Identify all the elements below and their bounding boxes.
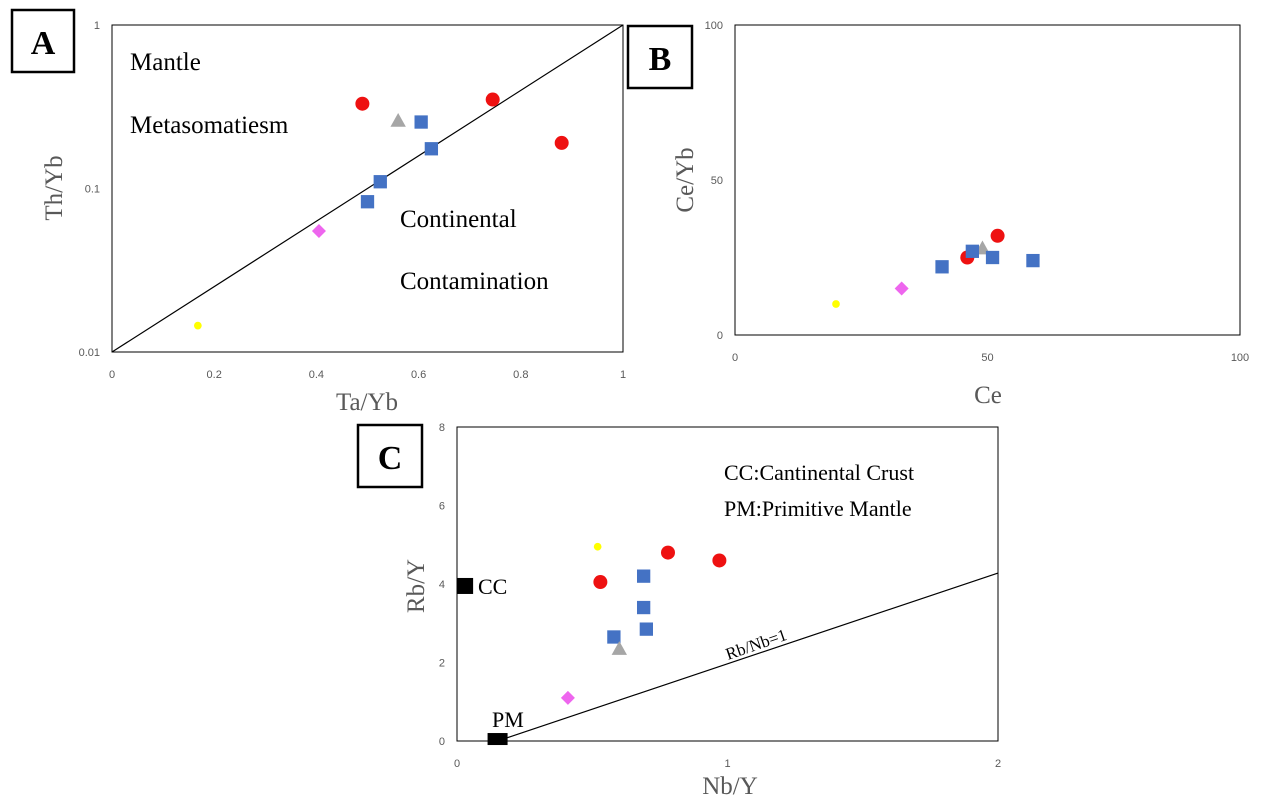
data-point-square-blue: [636, 569, 651, 583]
annotation-continental: Continental: [400, 206, 517, 233]
reference-line: [111, 24, 624, 353]
y-axis-title: Rb/Y: [403, 559, 430, 613]
data-point-circle-red: [712, 553, 727, 568]
y-tick-label: 1: [94, 20, 100, 32]
axis-ticks: 0 0.2 0.4 0.6 0.8 1 0.01 0.1 1: [79, 20, 626, 381]
panel-label: B: [649, 41, 672, 78]
data-point-square-blue: [636, 600, 651, 615]
data-point-circle-red: [554, 135, 569, 150]
x-axis-title: Nb/Y: [702, 773, 758, 796]
data-point-circle-red: [485, 92, 500, 107]
legend-note-pm: PM:Primitive Mantle: [724, 496, 912, 521]
panel-label-box: [626, 24, 694, 90]
data-points: [193, 92, 569, 330]
x-tick-label: 50: [981, 352, 993, 364]
x-tick-label: 2: [995, 758, 1001, 770]
reference-line: [497, 572, 999, 742]
y-tick-label: 2: [439, 658, 445, 670]
data-point-diamond-magenta: [560, 690, 575, 705]
x-tick-label: 0: [732, 352, 738, 364]
panel-b: B 0 50 100 0 50 100 Ce Ce/Yb: [626, 20, 1250, 409]
label-pm: PM: [492, 707, 524, 732]
panel-label: A: [31, 25, 56, 62]
x-tick-label: 0.6: [411, 369, 426, 381]
y-tick-label: 6: [439, 501, 445, 513]
x-axis-title: Ce: [974, 382, 1002, 409]
annotation-metasomatism: Metasomatiesm: [130, 112, 289, 139]
data-point-square-blue: [424, 142, 439, 156]
reference-point-cc: [457, 577, 474, 594]
y-tick-label: 8: [439, 422, 445, 434]
data-point-circle-red: [593, 575, 608, 590]
data-point-square-blue: [639, 622, 653, 636]
data-point-square-blue: [985, 250, 1000, 265]
data-point-square-blue: [935, 260, 949, 274]
data-point-square-blue: [965, 244, 979, 258]
plot-area: [734, 24, 1241, 336]
data-point-triangle-gray: [390, 112, 406, 127]
y-tick-label: 50: [711, 175, 723, 187]
data-point-square-blue: [373, 175, 387, 189]
data-point-square-blue: [607, 630, 621, 644]
data-point-circle-yellow: [832, 300, 840, 308]
data-point-square-blue: [1026, 253, 1040, 268]
panel-label-box: [10, 8, 76, 74]
data-point-circle-red: [355, 96, 370, 111]
legend-note-cc: CC:Cantinental Crust: [724, 460, 914, 485]
data-points: [832, 228, 1040, 308]
y-axis-title: Ce/Yb: [672, 147, 699, 212]
reference-point-pm: [487, 733, 508, 746]
data-point-diamond-magenta: [894, 281, 909, 296]
plot-area: [456, 426, 999, 742]
data-points: [457, 542, 727, 746]
y-tick-label: 4: [439, 579, 445, 591]
y-axis-title: Th/Yb: [41, 155, 68, 220]
x-tick-label: 0.2: [207, 369, 222, 381]
x-tick-label: 1: [620, 369, 626, 381]
axis-ticks: 0 1 2 0 2 4 6 8: [439, 422, 1001, 770]
data-point-circle-yellow: [193, 321, 202, 330]
axis-ticks: 0 50 100 0 50 100: [705, 20, 1250, 364]
x-tick-label: 0: [109, 369, 115, 381]
data-point-diamond-magenta: [311, 223, 326, 238]
y-tick-label: 100: [705, 20, 723, 32]
x-axis-title: Ta/Yb: [336, 389, 398, 416]
annotation-contamination: Contamination: [400, 268, 549, 295]
panel-a: A 0 0.2 0.4 0.6 0.8 1 0.01 0.1 1 Mantle Metasoma…: [10, 8, 626, 416]
data-point-square-blue: [360, 195, 375, 209]
data-point-circle-yellow: [593, 542, 602, 551]
y-tick-label: 0: [717, 330, 723, 342]
panel-label-box: [356, 423, 424, 489]
data-point-square-blue: [414, 115, 428, 129]
data-point-circle-red: [990, 228, 1005, 243]
y-tick-label: 0.01: [79, 347, 100, 359]
x-tick-label: 1: [724, 758, 730, 770]
annotation-mantle: Mantle: [130, 49, 201, 76]
y-tick-label: 0.1: [85, 184, 100, 196]
data-point-circle-red: [660, 545, 675, 560]
x-tick-label: 0: [454, 758, 460, 770]
data-point-triangle-gray: [611, 641, 627, 655]
y-tick-label: 0: [439, 736, 445, 748]
x-tick-label: 0.8: [513, 369, 528, 381]
x-tick-label: 0.4: [309, 369, 324, 381]
x-tick-label: 100: [1231, 352, 1249, 364]
panel-label: C: [378, 440, 403, 477]
label-cc: CC: [478, 574, 507, 599]
